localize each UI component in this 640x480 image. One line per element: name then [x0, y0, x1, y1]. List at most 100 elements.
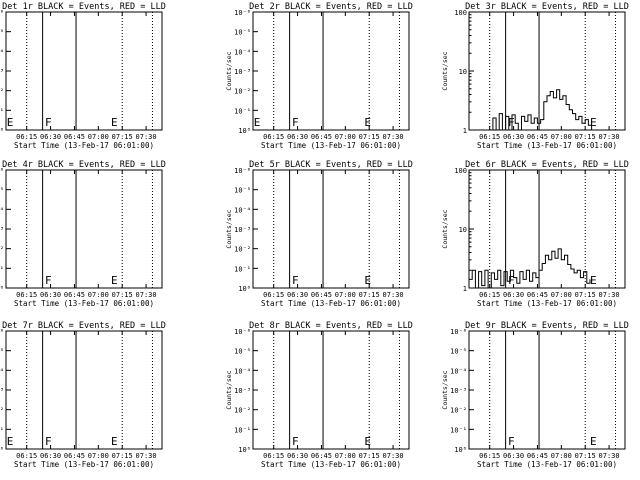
orbit-marker-label: E — [590, 435, 597, 448]
plot-frame — [5, 330, 163, 450]
y-tick-label: 10⁻² — [0, 407, 4, 415]
y-tick-label: 10⁻² — [234, 407, 251, 415]
orbit-marker-label: F — [45, 274, 52, 287]
plot-frame — [5, 169, 163, 289]
x-tick-label: 06:30 — [40, 452, 61, 460]
y-tick-label: 1 — [463, 285, 467, 293]
panel-title: Det 7r BLACK = Events, RED = LLD — [2, 321, 166, 331]
x-tick-label: 07:00 — [88, 133, 109, 141]
y-tick-label: 10⁻³ — [450, 387, 467, 395]
x-tick-label: 06:15 — [263, 291, 284, 299]
x-tick-label: 06:30 — [503, 133, 524, 141]
x-axis-label: Start Time (13-Feb-17 06:01:00) — [477, 299, 617, 308]
orbit-marker-label: E — [111, 116, 118, 129]
x-tick-label: 06:30 — [287, 133, 308, 141]
y-tick-label: 100 — [454, 167, 467, 175]
orbit-marker-label: F — [508, 435, 515, 448]
plot-frame — [252, 11, 410, 131]
orbit-marker-label: E — [111, 435, 118, 448]
y-tick-label: 10⁰ — [0, 127, 4, 135]
x-axis-label: Start Time (13-Feb-17 06:01:00) — [477, 141, 617, 150]
y-tick-label: 10⁻³ — [0, 226, 4, 234]
y-tick-label: 10⁻⁴ — [450, 367, 467, 375]
x-tick-label: 06:15 — [16, 133, 37, 141]
y-tick-label: 10⁻⁶ — [450, 328, 467, 336]
x-tick-label: 07:15 — [359, 452, 380, 460]
orbit-marker-label: E — [254, 116, 261, 129]
y-tick-label: 10⁻⁵ — [234, 348, 251, 356]
x-tick-label: 06:30 — [40, 291, 61, 299]
y-tick-label: 1 — [463, 127, 467, 135]
x-axis-label: Start Time (13-Feb-17 06:01:00) — [261, 299, 401, 308]
y-tick-label: 10 — [459, 68, 467, 76]
x-tick-label: 06:15 — [16, 291, 37, 299]
plot-frame — [252, 330, 410, 450]
x-tick-label: 06:15 — [16, 452, 37, 460]
x-tick-label: 06:15 — [263, 452, 284, 460]
y-tick-label: 10⁻¹ — [234, 265, 251, 273]
y-tick-label: 10⁻⁶ — [234, 9, 251, 17]
x-tick-label: 07:00 — [88, 452, 109, 460]
x-tick-label: 06:30 — [40, 133, 61, 141]
x-tick-label: 06:30 — [287, 452, 308, 460]
x-tick-label: 07:30 — [136, 452, 157, 460]
y-tick-label: 10⁻² — [450, 407, 467, 415]
y-tick-label: 10⁻³ — [234, 68, 251, 76]
x-axis-label: Start Time (13-Feb-17 06:01:00) — [477, 460, 617, 469]
x-axis-label: Start Time (13-Feb-17 06:01:00) — [261, 460, 401, 469]
y-tick-label: 10⁻¹ — [234, 426, 251, 434]
x-tick-label: 07:30 — [599, 133, 620, 141]
y-tick-label: 10⁻⁴ — [234, 206, 251, 214]
y-axis-label: Counts/sec — [225, 209, 233, 248]
x-tick-label: 07:15 — [112, 452, 133, 460]
x-tick-label: 07:15 — [575, 452, 596, 460]
x-tick-label: 07:30 — [136, 133, 157, 141]
orbit-marker-label: F — [292, 116, 299, 129]
x-tick-label: 07:15 — [359, 291, 380, 299]
x-tick-label: 06:30 — [503, 452, 524, 460]
x-tick-label: 06:45 — [311, 452, 332, 460]
y-tick-label: 10⁻⁴ — [0, 367, 4, 375]
x-tick-label: 06:30 — [503, 291, 524, 299]
orbit-marker-label: F — [292, 435, 299, 448]
y-tick-label: 10⁰ — [238, 127, 251, 135]
panel-title: Det 5r BLACK = Events, RED = LLD — [249, 160, 413, 170]
y-axis-label: Counts/sec — [225, 370, 233, 409]
y-tick-label: 10 — [459, 226, 467, 234]
y-tick-label: 10⁻² — [0, 88, 4, 96]
y-tick-label: 10⁻⁴ — [234, 48, 251, 56]
orbit-marker-label: F — [45, 435, 52, 448]
y-axis-label: Counts/sec — [225, 51, 233, 90]
y-tick-label: 10⁻¹ — [0, 265, 4, 273]
y-tick-label: 10⁻¹ — [234, 107, 251, 115]
y-tick-label: 10⁻¹ — [0, 107, 4, 115]
x-tick-label: 07:15 — [575, 291, 596, 299]
x-tick-label: 06:15 — [479, 452, 500, 460]
x-axis-label: Start Time (13-Feb-17 06:01:00) — [14, 460, 154, 469]
plot-frame — [468, 11, 626, 131]
orbit-marker-label: E — [364, 274, 371, 287]
x-tick-label: 07:30 — [383, 133, 404, 141]
x-tick-label: 06:15 — [479, 291, 500, 299]
x-axis-label: Start Time (13-Feb-17 06:01:00) — [14, 299, 154, 308]
panel-title: Det 3r BLACK = Events, RED = LLD — [465, 2, 629, 12]
x-tick-label: 06:45 — [64, 291, 85, 299]
x-tick-label: 07:15 — [359, 133, 380, 141]
orbit-marker-label: F — [292, 274, 299, 287]
plot-frame — [468, 330, 626, 450]
y-tick-label: 10⁰ — [0, 446, 4, 454]
x-tick-label: 06:45 — [527, 133, 548, 141]
x-tick-label: 07:00 — [551, 133, 572, 141]
y-tick-label: 10⁻³ — [234, 226, 251, 234]
y-tick-label: 10⁻⁵ — [234, 187, 251, 195]
x-tick-label: 07:15 — [112, 133, 133, 141]
y-tick-label: 10⁰ — [454, 446, 467, 454]
y-tick-label: 10⁻¹ — [450, 426, 467, 434]
x-axis-label: Start Time (13-Feb-17 06:01:00) — [14, 141, 154, 150]
